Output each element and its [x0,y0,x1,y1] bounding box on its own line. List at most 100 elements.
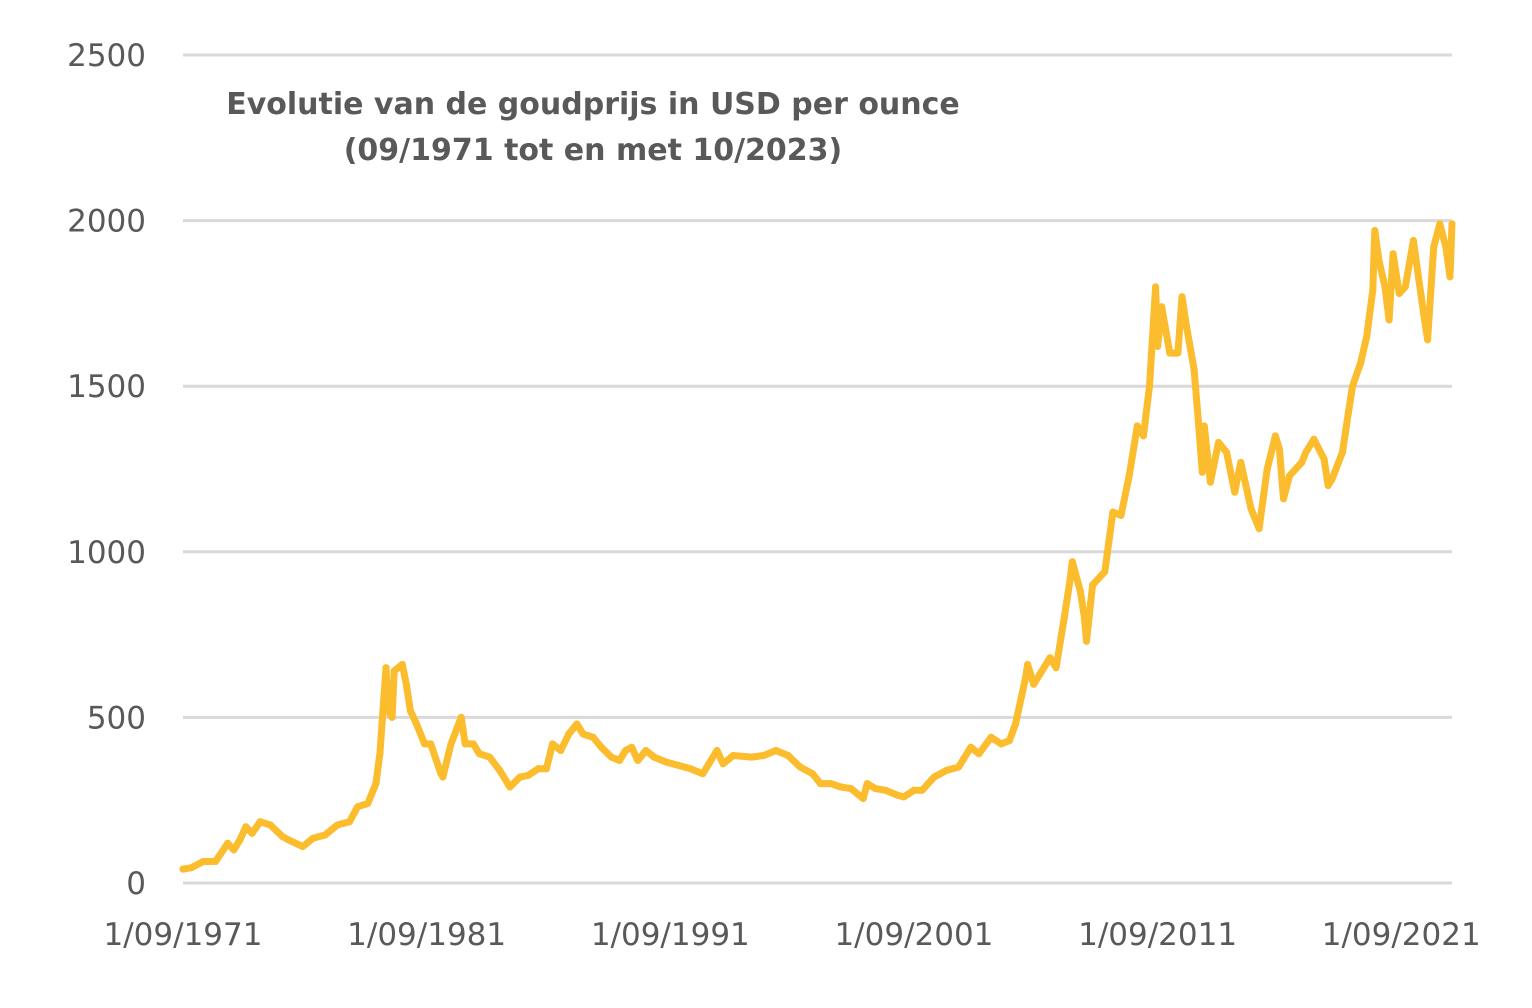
y-tick-label: 500 [87,700,146,736]
data-point [699,770,707,778]
data-point [1178,293,1186,301]
y-tick-label: 0 [126,866,146,902]
data-point [1117,511,1125,519]
data-point [760,751,768,759]
data-point [1154,342,1162,350]
data-point [1401,283,1409,291]
data-point [382,664,390,672]
data-point [1279,495,1287,503]
data-point [242,823,250,831]
data-point [1409,236,1417,244]
data-point [439,773,447,781]
data-point [1430,243,1438,251]
data-point [1344,409,1352,417]
data-point [187,864,195,872]
data-point [565,730,573,738]
chart-subtitle: (09/1971 tot en met 10/2023) [344,133,843,168]
data-point [1363,333,1371,341]
data-point [345,818,353,826]
x-tick-label: 1/09/2011 [1078,917,1237,953]
data-point [299,843,307,851]
x-tick-label: 1/09/2001 [834,917,993,953]
data-point [1068,558,1076,566]
data-point [1083,637,1091,645]
data-point [796,763,804,771]
data-point [1328,475,1336,483]
data-point [1446,273,1454,281]
data-point [534,765,542,773]
data-point [1231,488,1239,496]
data-point [1302,448,1310,456]
data-point [1420,309,1428,317]
data-point [406,707,414,715]
data-point [863,780,871,788]
data-point [475,750,483,758]
data-point [1139,432,1147,440]
data-point [705,760,713,768]
data-point [650,753,658,761]
data-point [748,753,756,761]
data-point [524,771,532,779]
data-point [1080,614,1088,622]
data-point [1385,316,1393,324]
data-point [199,857,207,865]
data-point [942,766,950,774]
data-point [1198,468,1206,476]
data-point [1448,220,1456,228]
data-point [1089,581,1097,589]
data-point [955,763,963,771]
data-point [388,713,396,721]
data-point [871,785,879,793]
data-point [1030,680,1038,688]
data-point [1298,458,1306,466]
data-point [1395,289,1403,297]
data-point [808,770,816,778]
data-point [1158,303,1166,311]
data-point [285,836,293,844]
data-point [1109,508,1117,516]
data-point [1436,220,1444,228]
data-point [1024,660,1032,668]
data-point [457,713,465,721]
data-point [1022,674,1030,682]
gridlines [183,53,1452,885]
data-point [719,760,727,768]
data-point [847,785,855,793]
data-point [1324,482,1332,490]
x-tick-label: 1/09/1981 [347,917,506,953]
data-point [827,780,835,788]
data-point [1286,472,1294,480]
data-point [309,834,317,842]
x-tick-label: 1/09/1971 [104,917,263,953]
y-tick-label: 1500 [67,369,146,405]
data-point [616,756,624,764]
x-tick-label: 1/09/2021 [1322,917,1481,953]
data-point [516,773,524,781]
data-point [1215,439,1223,447]
data-point [398,660,406,668]
data-point [1036,670,1044,678]
data-point [278,833,286,841]
data-point [1357,359,1365,367]
data-point [713,747,721,755]
data-point [930,773,938,781]
data-point [427,740,435,748]
data-point [1046,654,1054,662]
data-point [687,765,695,773]
data-point [542,765,550,773]
data-point [211,857,219,865]
data-point [642,747,650,755]
data-point [1413,266,1421,274]
data-point [1174,349,1182,357]
data-point [628,743,636,751]
data-point [859,795,867,803]
data-point [376,750,384,758]
data-point [674,761,682,769]
data-point [236,836,244,844]
data-point [1011,720,1019,728]
data-point [486,753,494,761]
data-point [837,783,845,791]
data-point [900,793,908,801]
data-point [817,780,825,788]
data-point [1442,243,1450,251]
